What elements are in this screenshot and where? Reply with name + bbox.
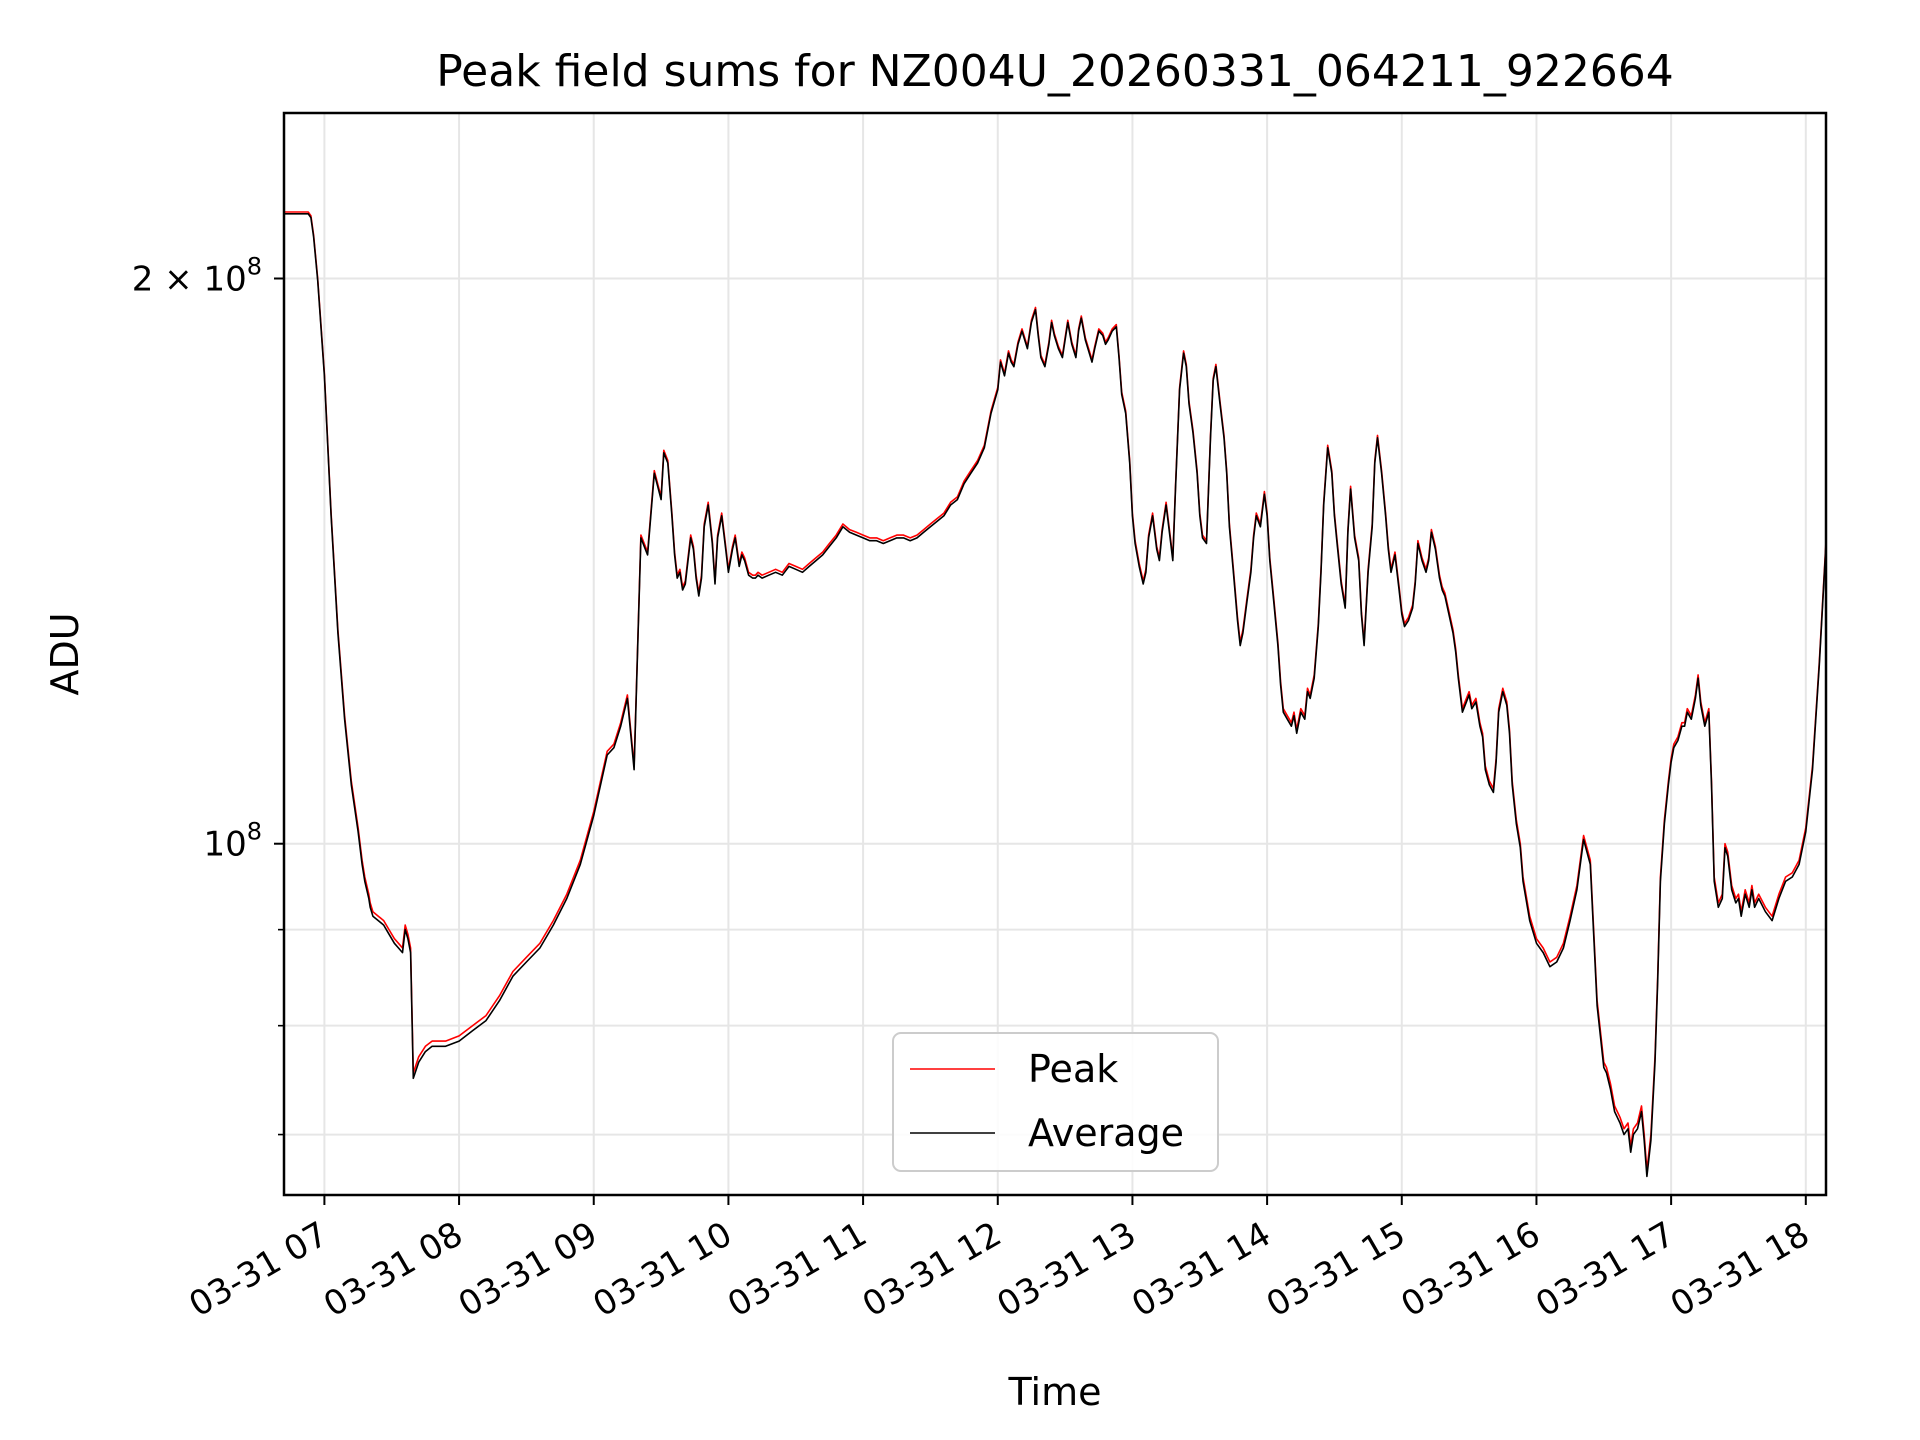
legend: Peak Average — [892, 1032, 1219, 1172]
chart-title: Peak field sums for NZ004U_20260331_0642… — [436, 46, 1674, 97]
series-line-average — [284, 213, 1827, 1178]
series-layer — [284, 211, 1827, 1178]
grid — [284, 113, 1826, 1195]
legend-label-peak: Peak — [1028, 1047, 1118, 1091]
y-axis-label: ADU — [43, 612, 87, 695]
plot-frame — [282, 111, 1828, 1197]
y-tick-label-0: 108 — [203, 818, 262, 865]
y-tick-label-1: 2 × 108 — [132, 252, 262, 299]
x-axis-label: Time — [1008, 1370, 1102, 1414]
legend-label-average: Average — [1028, 1111, 1184, 1155]
y-axis: 108 2 × 108 — [132, 252, 284, 1136]
legend-box — [892, 1032, 1219, 1172]
